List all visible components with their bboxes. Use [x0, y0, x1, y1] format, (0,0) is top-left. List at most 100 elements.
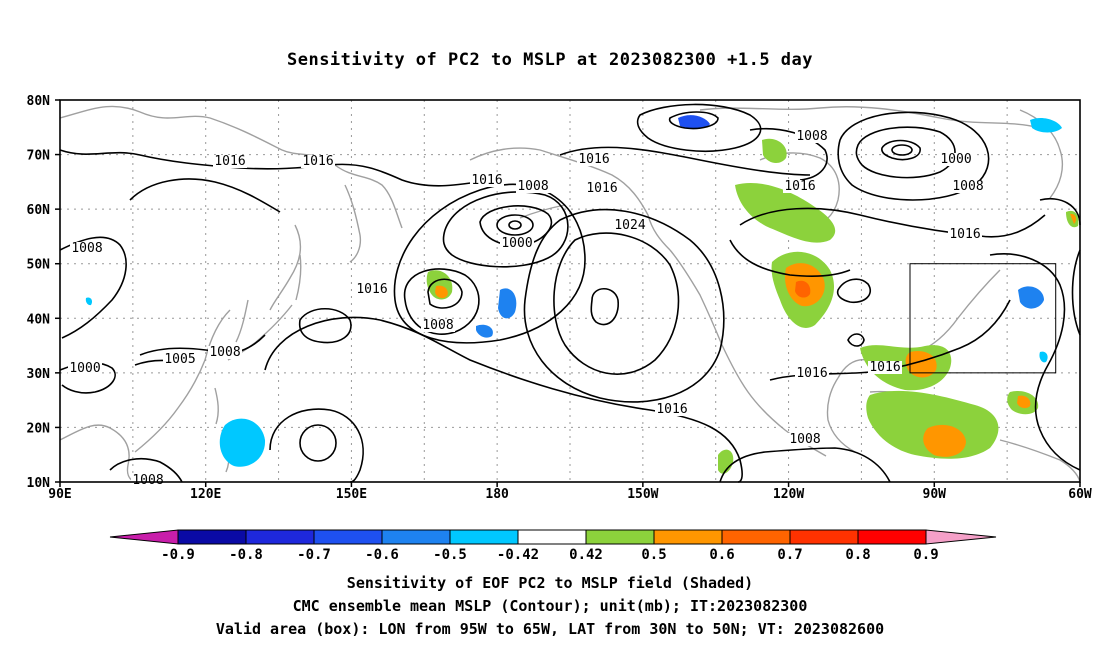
- colorbar-swatch: [177, 529, 247, 545]
- negative-region-arctic: [678, 115, 710, 129]
- positive-core-atlantic: [1017, 395, 1031, 409]
- contour-label: 1008: [71, 241, 102, 256]
- colorbar-tick-label: -0.8: [229, 547, 263, 563]
- lon-tick-label: 90W: [923, 487, 947, 502]
- contour-label-bg: [470, 174, 504, 187]
- positive-peak-plains: [795, 280, 811, 298]
- colorbar-swatch: [381, 529, 451, 545]
- contour-label-bg: [301, 155, 335, 168]
- contour-label: 1016: [471, 173, 502, 188]
- contour-label: 1000: [69, 361, 100, 376]
- lon-tick-label: 60W: [1068, 487, 1092, 502]
- contour-arctic-low-inner: [668, 111, 719, 130]
- contour-north-america-1008: [749, 127, 828, 181]
- coast-indochina: [59, 424, 136, 483]
- contour-label: 1008: [209, 345, 240, 360]
- contour-label: 1016: [949, 227, 980, 242]
- contour-east-na-loop: [847, 333, 865, 347]
- colorbar-tick-label: -0.42: [497, 547, 539, 563]
- coast-siberia: [59, 105, 403, 229]
- contour-aleutian-low-mid: [442, 191, 569, 268]
- lat-tick-label: 30N: [27, 367, 51, 382]
- colorbar-tick-label: -0.5: [433, 547, 467, 563]
- contour-label: 1016: [656, 402, 687, 417]
- contour-label: 1016: [784, 179, 815, 194]
- lon-tick-label: 150E: [336, 487, 367, 502]
- contour-east-asia-south: [109, 458, 183, 483]
- negative-region-west-atlantic: [1039, 351, 1048, 363]
- colorbar-swatch: [789, 529, 859, 545]
- contour-label: 1016: [796, 366, 827, 381]
- contour-label-bg: [208, 346, 242, 359]
- contour-west-pacific-high: [264, 316, 743, 483]
- lon-tick-label: 120E: [190, 487, 221, 502]
- positive-region-mexico: [718, 449, 734, 474]
- contour-greenland-high-core: [891, 144, 913, 156]
- contour-label: 1008: [517, 179, 548, 194]
- coast-arctic-na: [699, 106, 1041, 129]
- colorbar-swatch: [857, 529, 927, 545]
- contour-label-bg: [783, 180, 817, 193]
- coast-gulf: [826, 377, 856, 453]
- colorbar-swatch: [245, 529, 315, 545]
- contour-greenland-high-mid: [855, 126, 956, 179]
- contour-label-bg: [788, 433, 822, 446]
- lon-tick-label: 90E: [48, 487, 71, 502]
- latitude-labels: 80N 70N 60N 50N 40N 30N 20N 10N: [27, 94, 60, 491]
- figure-title: Sensitivity of PC2 to MSLP at 2023082300…: [286, 50, 813, 70]
- contour-label: 1016: [214, 154, 245, 169]
- contour-label-bg: [68, 362, 102, 375]
- negative-region-philippine-sea: [219, 418, 266, 467]
- contour-label: 1000: [940, 152, 971, 167]
- contour-label-bg: [939, 153, 973, 166]
- contour-label: 1000: [501, 236, 532, 251]
- colorbar-tick-label: -0.7: [297, 547, 331, 563]
- colorbar-swatch: [585, 529, 655, 545]
- contour-siberia-1008: [59, 236, 127, 339]
- coast-south-america: [999, 439, 1081, 483]
- contour-label-bg: [500, 237, 534, 250]
- positive-core-southeast: [905, 350, 937, 378]
- contour-east-asia-1016-west: [129, 178, 281, 213]
- contour-label-bg: [70, 242, 104, 255]
- contour-pacific-high-outer: [523, 208, 725, 403]
- colorbar-tick-label: -0.6: [365, 547, 399, 563]
- colorbar-swatch: [449, 529, 519, 545]
- contour-label: 1016: [869, 360, 900, 375]
- contour-label-bg: [213, 155, 247, 168]
- colorbar-tick-labels: -0.9 -0.8 -0.7 -0.6 -0.5 -0.42 0.42 0.5 0.6 0.7 0.…: [161, 547, 939, 563]
- coast-china: [134, 309, 231, 453]
- contour-pacific-high-inner: [590, 287, 619, 326]
- positive-core-pacific: [435, 285, 448, 299]
- colorbar: [109, 529, 997, 545]
- contour-label-bg: [131, 474, 165, 487]
- contour-label-bg: [516, 180, 550, 193]
- negative-region-bering: [498, 288, 517, 319]
- longitude-labels: 90E 120E 150E 180 150W 120W 90W 60W: [48, 482, 1092, 502]
- coast-korea: [235, 299, 249, 343]
- contour-label: 1016: [302, 154, 333, 169]
- contour-label-bg: [948, 228, 982, 241]
- lon-tick-label: 180: [485, 487, 509, 502]
- contour-label-bg: [795, 367, 829, 380]
- caption-line-2: CMC ensemble mean MSLP (Contour); unit(m…: [292, 597, 808, 615]
- colorbar-swatch: [653, 529, 723, 545]
- caption-line-1: Sensitivity of EOF PC2 to MSLP field (Sh…: [346, 574, 754, 592]
- negative-region-arctic-east: [1030, 117, 1062, 133]
- contour-label-bg: [585, 182, 619, 195]
- negative-region-pacific-small: [476, 324, 493, 338]
- positive-core-east-atlantic: [1070, 213, 1077, 224]
- contour-label: 1024: [614, 218, 645, 233]
- colorbar-tick-label: -0.9: [161, 547, 195, 563]
- contour-label: 1016: [578, 152, 609, 167]
- colorbar-tick-label: 0.6: [709, 547, 734, 563]
- lon-tick-label: 150W: [627, 487, 658, 502]
- contour-atlantic-1016: [989, 253, 1081, 471]
- lat-tick-label: 70N: [27, 149, 51, 164]
- contour-label-bg: [655, 403, 689, 416]
- contour-label: 1005: [164, 352, 195, 367]
- valid-area-box: [909, 263, 1057, 374]
- negative-region-nw-atlantic: [1018, 286, 1044, 309]
